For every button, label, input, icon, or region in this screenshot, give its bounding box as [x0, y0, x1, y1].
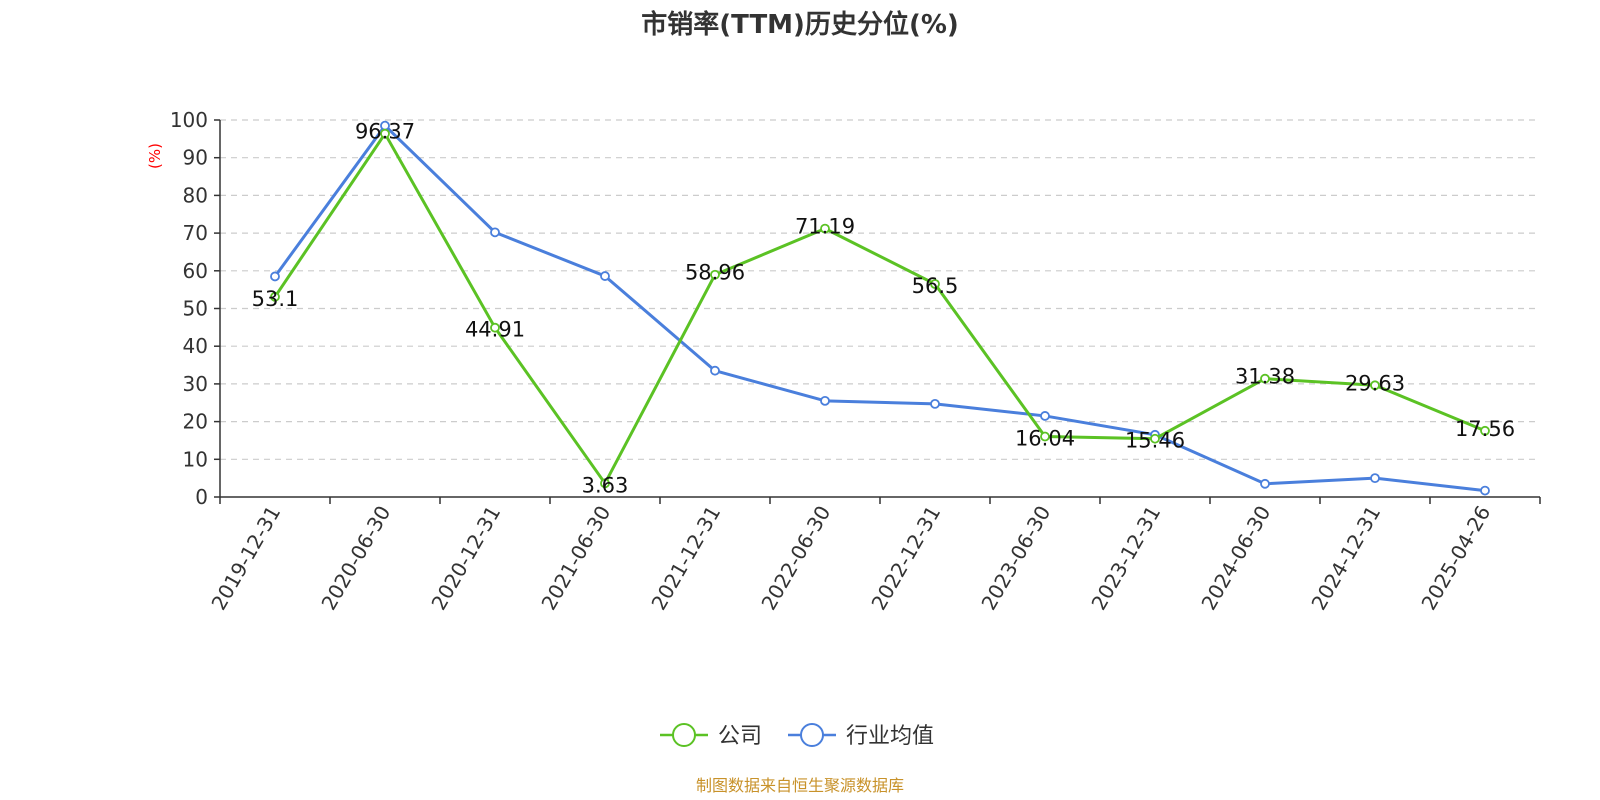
- y-tick-label: 80: [183, 183, 208, 207]
- y-tick-label: 20: [183, 410, 208, 434]
- x-tick-label: 2022-12-31: [866, 502, 945, 615]
- x-tick-label: 2024-06-30: [1196, 502, 1275, 615]
- series-0-point[interactable]: [710, 269, 720, 280]
- series-1-point[interactable]: [1260, 478, 1270, 489]
- series-line-0: [273, 132, 1486, 485]
- data-label: 31.38: [1235, 365, 1295, 389]
- legend-item-1[interactable]: 行业均值: [788, 723, 934, 749]
- series-1-point[interactable]: [600, 271, 610, 281]
- data-label: 56.5: [912, 274, 959, 298]
- x-tick-label: 2019-12-31: [206, 502, 285, 615]
- x-tick-label: 2024-12-31: [1306, 502, 1385, 615]
- data-label: 53.1: [252, 287, 299, 311]
- data-label: 15.46: [1125, 429, 1185, 453]
- data-label: 3.63: [582, 473, 629, 497]
- x-tick-label: 2020-06-30: [316, 502, 395, 615]
- series-1-point[interactable]: [710, 365, 720, 376]
- data-label: 16.04: [1015, 427, 1075, 451]
- y-tick-label: 0: [195, 485, 208, 509]
- legend: 公司 行业均值: [660, 723, 934, 749]
- y-tick-label: 100: [170, 108, 208, 132]
- series-1-point[interactable]: [270, 271, 280, 282]
- legend-label: 行业均值: [846, 724, 934, 749]
- series-0-point[interactable]: [1480, 425, 1490, 436]
- legend-marker: [672, 723, 696, 747]
- series-1-point[interactable]: [1370, 473, 1380, 484]
- x-tick-label: 2023-12-31: [1086, 502, 1165, 615]
- legend-item-0[interactable]: 公司: [660, 723, 762, 749]
- series-1-point[interactable]: [820, 395, 830, 406]
- series-0-point[interactable]: [490, 322, 500, 333]
- series-0-point[interactable]: [1370, 380, 1380, 391]
- series-1-point[interactable]: [1480, 485, 1490, 496]
- legend-label: 公司: [718, 724, 762, 749]
- series-0-point[interactable]: [1040, 431, 1050, 442]
- data-label: 29.63: [1345, 371, 1405, 395]
- x-tick-label: 2020-12-31: [426, 502, 505, 615]
- series-1-point[interactable]: [1040, 411, 1050, 421]
- y-tick-label: 10: [183, 447, 208, 471]
- data-label: 17.56: [1455, 417, 1515, 441]
- data-labels: 53.1 96.37 44.91 3.63 58.96 71.19 56.5 16.04 15.…: [252, 120, 1515, 498]
- series-1-point[interactable]: [930, 398, 940, 409]
- series-0-point[interactable]: [380, 128, 390, 139]
- series-layer: [270, 120, 1490, 496]
- series-0-point[interactable]: [600, 478, 610, 489]
- data-label: 58.96: [685, 261, 745, 285]
- source-note: 制图数据来自恒生聚源数据库: [696, 776, 904, 795]
- x-tick-label: 2025-04-26: [1416, 502, 1495, 615]
- y-tick-label: 40: [183, 334, 208, 358]
- x-tick-label: 2023-06-30: [976, 502, 1055, 615]
- x-tick-label: 2022-06-30: [756, 502, 835, 615]
- series-0-point[interactable]: [820, 223, 830, 234]
- series-0-point[interactable]: [930, 279, 940, 289]
- data-label: 44.91: [465, 318, 525, 342]
- chart-title: 市销率(TTM)历史分位(%): [641, 9, 959, 40]
- data-label: 71.19: [795, 215, 855, 239]
- y-tick-label: 70: [183, 221, 208, 245]
- y-tick-label: 60: [183, 259, 208, 283]
- series-0-point[interactable]: [1260, 373, 1270, 384]
- x-tick-label: 2021-06-30: [536, 502, 615, 615]
- x-tick-label: 2021-12-31: [646, 502, 725, 615]
- y-axis-label: (%): [146, 143, 164, 169]
- y-tick-label: 90: [183, 146, 208, 170]
- series-0-point[interactable]: [1150, 433, 1160, 444]
- series-1-point[interactable]: [490, 227, 500, 238]
- data-label: 96.37: [355, 120, 415, 144]
- axes: 0 10 20 30 40 50 60 70 80 90 100 2019-12-31 2020-06-…: [170, 108, 1541, 615]
- y-tick-label: 30: [183, 372, 208, 396]
- series-0-point[interactable]: [270, 291, 280, 302]
- grid-lines: [220, 119, 1540, 460]
- y-tick-label: 50: [183, 297, 208, 321]
- legend-marker: [800, 723, 824, 747]
- series-line-1: [273, 124, 1486, 493]
